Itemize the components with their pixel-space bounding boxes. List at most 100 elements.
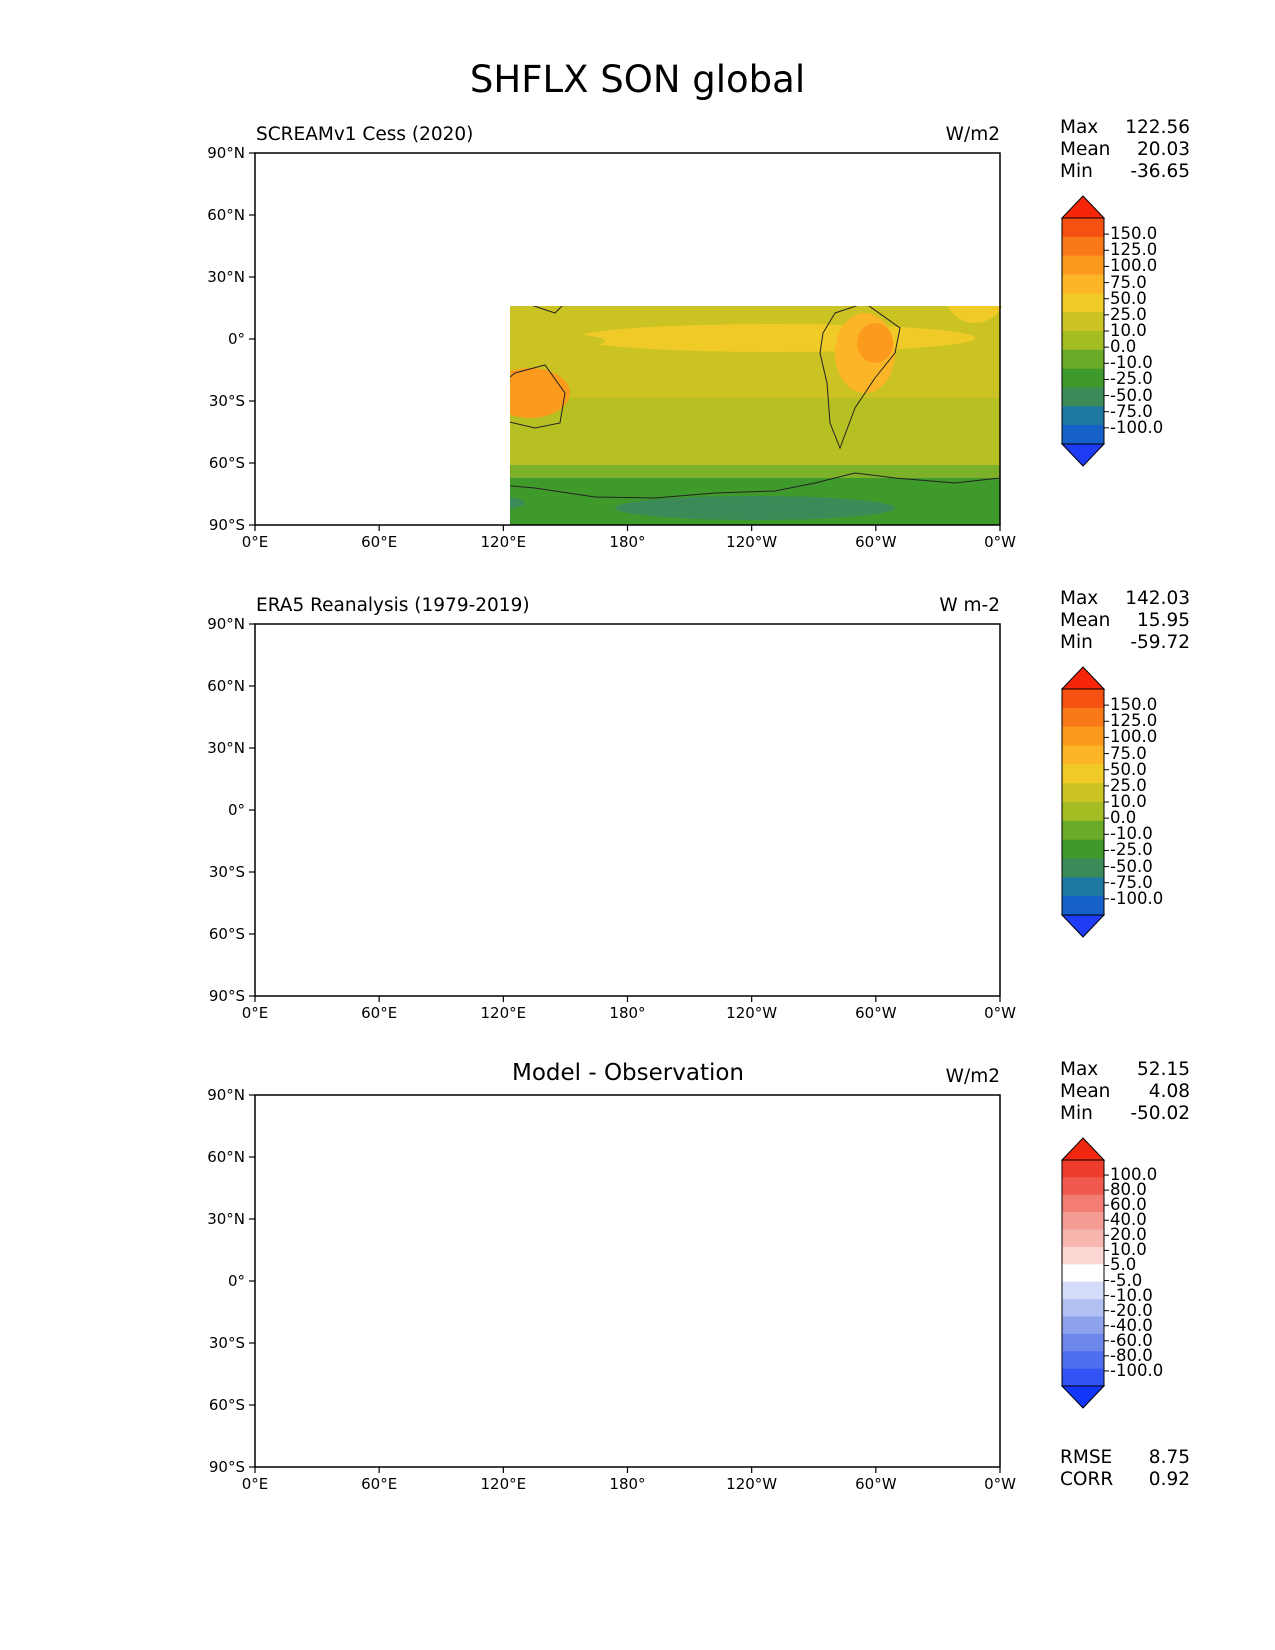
colorbar-label: 50.0	[1110, 288, 1147, 308]
y-tick-label: 30°N	[207, 268, 245, 286]
colorbar-segment	[1062, 1264, 1104, 1283]
negative-anomaly	[285, 1260, 315, 1310]
colorbar-label: -100.0	[1110, 417, 1164, 437]
positive-anomaly	[855, 1135, 935, 1165]
field-region	[857, 794, 893, 834]
colorbar-label: -75.0	[1110, 401, 1153, 421]
positive-anomaly	[615, 1432, 735, 1448]
arctic-band	[255, 153, 1000, 175]
min-label: Min	[1060, 1103, 1093, 1124]
x-tick-label: 180°	[609, 1475, 646, 1493]
colorbar-label: 125.0	[1110, 240, 1158, 260]
colorbar-segment	[1062, 406, 1104, 426]
colorbar-segment	[1062, 820, 1104, 841]
panel-1-units: W/m2	[945, 124, 1000, 145]
negative-anomaly	[525, 1258, 645, 1282]
colorbar-label: -5.0	[1110, 1270, 1143, 1290]
colorbar-segment	[1062, 726, 1104, 746]
field-region	[945, 734, 1005, 794]
max-label: Max	[1060, 1059, 1099, 1080]
colorbar-label: -25.0	[1110, 840, 1153, 860]
colorbar-segment	[1062, 1368, 1104, 1387]
y-tick-label: 60°N	[207, 677, 245, 695]
colorbar-label: 0.0	[1110, 808, 1137, 828]
colorbar-label: 10.0	[1110, 321, 1147, 340]
panel-2-frame	[254, 623, 1001, 997]
positive-anomaly	[725, 1310, 825, 1360]
field-region	[615, 496, 895, 520]
colorbar-segment	[1062, 689, 1104, 709]
colorbar-label: -80.0	[1110, 1345, 1153, 1365]
x-tick-label: 0°W	[984, 1004, 1016, 1022]
colorbar-segment	[1062, 331, 1104, 351]
mean-label: Mean	[1060, 610, 1111, 631]
colorbar-label: -100.0	[1110, 1360, 1164, 1380]
y-tick-label: 60°N	[207, 206, 245, 224]
colorbar-segment	[1062, 387, 1104, 407]
colorbar-label: 150.0	[1110, 224, 1158, 244]
colorbar-label: 75.0	[1110, 743, 1147, 763]
land-africa-south	[280, 784, 350, 874]
positive-anomaly	[895, 1320, 1015, 1370]
land-greenland	[895, 161, 975, 205]
colorbar-segment	[1062, 1316, 1104, 1335]
positive-anomaly	[445, 1155, 585, 1215]
colorbar-extend-min	[1060, 914, 1106, 938]
x-tick-label: 60°W	[855, 1475, 897, 1493]
y-tick-label: 30°S	[208, 392, 245, 410]
positive-anomaly	[825, 1285, 965, 1365]
x-tick-label: 180°	[609, 1004, 646, 1022]
colorbar-segment	[1062, 368, 1104, 388]
colorbar-label: 0.0	[1110, 337, 1137, 357]
coastlines	[255, 636, 1000, 969]
positive-anomaly	[745, 1175, 865, 1235]
negative-anomaly	[265, 1242, 325, 1278]
min-value: -59.72	[1130, 632, 1190, 653]
land-eurasia	[295, 193, 535, 273]
field-region	[510, 331, 605, 351]
colorbar-segment	[1062, 293, 1104, 313]
positive-anomaly	[285, 1145, 405, 1185]
y-tick-label: 60°S	[208, 925, 245, 943]
colorbar-label: 125.0	[1110, 711, 1158, 731]
colorbar-segment	[1062, 1229, 1104, 1248]
panel-2-units: W m-2	[939, 595, 1000, 616]
colorbar-segment	[1062, 312, 1104, 332]
colorbar-segment	[1062, 839, 1104, 859]
land-north-america	[745, 203, 845, 283]
negative-anomaly	[705, 1265, 805, 1285]
field-region	[265, 185, 425, 221]
mean-value: 20.03	[1137, 139, 1190, 160]
max-label: Max	[1060, 117, 1099, 138]
land-africa-north	[255, 719, 345, 809]
x-tick-label: 120°W	[726, 1004, 778, 1022]
coastlines	[255, 1107, 1000, 1440]
southern-storm-band	[255, 936, 1000, 954]
max-value: 142.03	[1125, 588, 1190, 609]
field-region	[947, 306, 1003, 323]
colorbar-label: 25.0	[1110, 775, 1147, 795]
y-tick-label: 60°S	[208, 1396, 245, 1414]
colorbar-label: 5.0	[1110, 1255, 1137, 1275]
colorbar-segment	[1062, 877, 1104, 897]
colorbar-extend-min	[1060, 1385, 1106, 1409]
y-tick-label: 90°S	[208, 987, 245, 1005]
panel-2-field	[255, 624, 1005, 996]
colorbar-segment	[1062, 1333, 1104, 1352]
y-tick-label: 0°	[227, 801, 245, 819]
y-tick-label: 90°N	[207, 144, 245, 162]
x-tick-label: 60°E	[361, 533, 398, 551]
x-tick-label: 60°W	[855, 533, 897, 551]
antarctica-region	[255, 949, 1000, 996]
y-tick-label: 30°N	[207, 739, 245, 757]
colorbar-label: 100.0	[1110, 727, 1158, 747]
positive-anomaly	[290, 1245, 340, 1325]
corr-value: 0.92	[1148, 1469, 1190, 1490]
colorbar-label: -50.0	[1110, 856, 1153, 876]
field-region	[615, 967, 895, 991]
colorbar-extend-max	[1060, 1137, 1106, 1161]
colorbar-label: -10.0	[1110, 824, 1153, 844]
colorbar-label: -75.0	[1110, 872, 1153, 892]
colorbar-segment	[1062, 764, 1104, 784]
max-label: Max	[1060, 588, 1099, 609]
